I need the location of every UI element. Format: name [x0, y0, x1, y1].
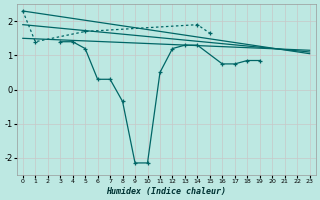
X-axis label: Humidex (Indice chaleur): Humidex (Indice chaleur) [106, 187, 226, 196]
